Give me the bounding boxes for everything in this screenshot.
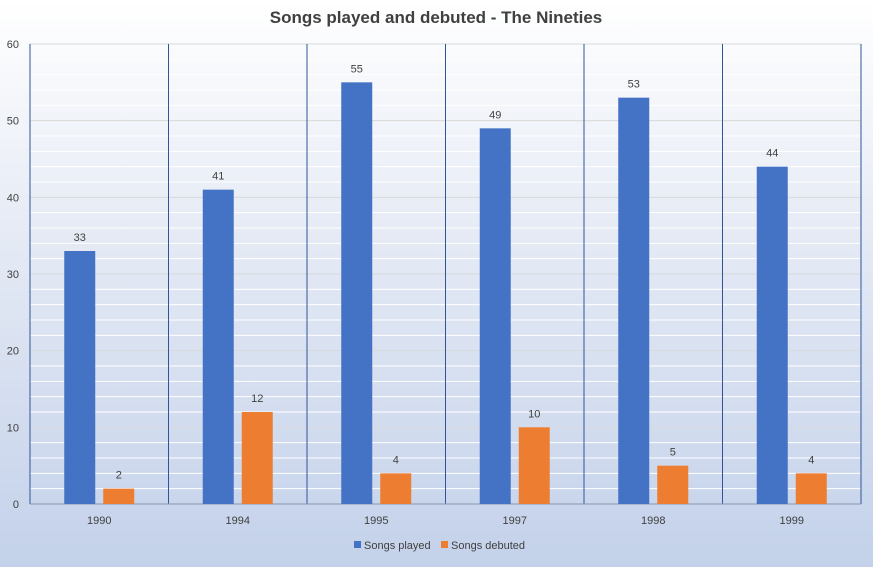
bar-songs-debuted	[795, 473, 827, 504]
data-label: 2	[116, 470, 122, 482]
legend-label: Songs played	[364, 540, 431, 552]
x-tick-label: 1997	[503, 515, 527, 527]
bar-songs-debuted	[657, 465, 689, 504]
legend-swatch	[441, 541, 448, 548]
x-tick-label: 1999	[780, 515, 804, 527]
x-tick-label: 1990	[87, 515, 111, 527]
bar-songs-debuted	[380, 473, 412, 504]
x-tick-label: 1995	[364, 515, 388, 527]
bars	[64, 82, 827, 505]
y-tick-label: 20	[7, 346, 19, 358]
data-label: 5	[670, 447, 676, 459]
bar-songs-played	[756, 166, 788, 504]
y-tick-label: 60	[7, 39, 19, 51]
axes: 0 10 20 30 40 50 60 1990 1994 1995 1997 1998 1999	[7, 39, 862, 527]
y-tick-label: 50	[7, 116, 19, 128]
data-label: 4	[393, 454, 399, 466]
data-label: 12	[251, 393, 263, 405]
legend: Songs played Songs debuted	[354, 540, 525, 552]
data-label: 55	[351, 63, 363, 75]
data-label: 33	[74, 232, 86, 244]
data-label: 41	[212, 171, 224, 183]
legend-swatch	[354, 541, 361, 548]
x-tick-label: 1994	[226, 515, 250, 527]
bar-songs-played	[64, 251, 96, 504]
bar-songs-played	[479, 128, 511, 505]
bar-songs-debuted	[518, 427, 550, 504]
y-tick-label: 10	[7, 422, 19, 434]
y-tick-label: 40	[7, 192, 19, 204]
y-tick-label: 30	[7, 269, 19, 281]
y-tick-label: 0	[13, 499, 19, 511]
bar-songs-played	[341, 82, 373, 504]
x-tick-label: 1998	[641, 515, 665, 527]
data-label: 53	[628, 79, 640, 91]
chart-title: Songs played and debuted - The Nineties	[270, 8, 603, 27]
bar-songs-debuted	[103, 488, 135, 504]
bar-songs-played	[618, 97, 650, 505]
bar-songs-played	[202, 189, 234, 504]
data-label: 4	[808, 454, 814, 466]
bar-songs-debuted	[241, 412, 273, 504]
data-label: 49	[489, 109, 501, 121]
data-label: 10	[528, 408, 540, 420]
data-label: 44	[766, 148, 778, 160]
legend-label: Songs debuted	[451, 540, 525, 552]
